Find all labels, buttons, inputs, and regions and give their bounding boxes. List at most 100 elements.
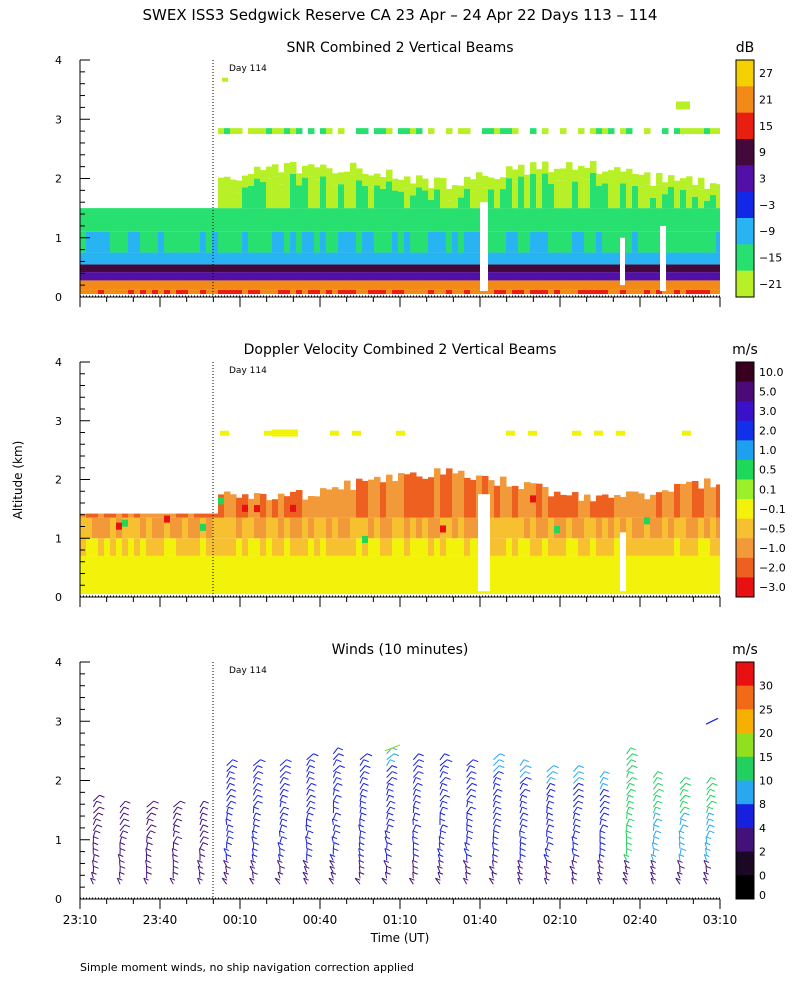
snr-cell bbox=[584, 208, 591, 232]
wind-barb bbox=[626, 789, 632, 796]
snr-cell bbox=[656, 264, 663, 273]
wind-barb-feather bbox=[202, 824, 209, 828]
colorbar-label: 15 bbox=[759, 120, 773, 133]
wind-barb-feather bbox=[415, 824, 422, 828]
velocity-cell bbox=[590, 538, 597, 556]
snr-cell bbox=[356, 280, 363, 290]
snr-cell bbox=[608, 280, 615, 290]
wind-barb-feather bbox=[495, 800, 501, 804]
snr-cell bbox=[452, 208, 459, 232]
snr-cell bbox=[548, 184, 555, 209]
wind-barb bbox=[412, 872, 414, 879]
wind-barb-feather bbox=[437, 848, 443, 852]
wind-barb bbox=[329, 866, 334, 873]
wind-barb-feather bbox=[571, 859, 578, 863]
velocity-cell bbox=[344, 538, 351, 556]
wind-barb bbox=[277, 842, 281, 849]
velocity-cell bbox=[362, 535, 368, 543]
velocity-cell bbox=[368, 479, 375, 518]
snr-cell bbox=[488, 264, 495, 273]
snr-cell bbox=[662, 128, 669, 135]
snr-cell bbox=[620, 171, 627, 184]
snr-cell bbox=[356, 264, 363, 273]
wind-barb bbox=[488, 877, 494, 885]
wind-barb bbox=[359, 812, 362, 820]
velocity-cell bbox=[92, 513, 99, 518]
snr-cell bbox=[536, 289, 543, 295]
wind-barb-feather bbox=[709, 788, 716, 792]
wind-barb-feather bbox=[521, 806, 528, 810]
snr-cell bbox=[476, 272, 483, 281]
wind-barb-feather bbox=[257, 771, 264, 775]
snr-cell bbox=[710, 289, 717, 295]
wind-barb bbox=[517, 878, 521, 885]
wind-barb bbox=[118, 872, 121, 879]
wind-barb bbox=[412, 771, 419, 778]
snr-cell bbox=[332, 252, 339, 265]
snr-cell bbox=[320, 128, 327, 135]
snr-cell bbox=[464, 264, 471, 273]
snr-cell bbox=[458, 252, 465, 265]
velocity-cell bbox=[122, 555, 129, 595]
velocity-cell bbox=[152, 555, 159, 595]
snr-cell bbox=[392, 272, 399, 281]
wind-barb-feather bbox=[202, 842, 209, 846]
snr-cell bbox=[530, 231, 537, 253]
snr-cell bbox=[326, 208, 333, 232]
velocity-cell bbox=[590, 555, 597, 595]
wind-barb bbox=[199, 842, 204, 849]
snr-cell bbox=[296, 264, 303, 273]
snr-cell bbox=[200, 252, 207, 265]
snr-cell bbox=[86, 289, 93, 295]
velocity-cell bbox=[220, 430, 229, 436]
snr-cell bbox=[704, 200, 711, 209]
snr-cell bbox=[116, 264, 123, 273]
snr-cell bbox=[110, 252, 117, 265]
wind-barb-feather bbox=[489, 877, 495, 881]
velocity-cell bbox=[188, 517, 195, 539]
wind-barb bbox=[626, 747, 632, 755]
velocity-cell bbox=[152, 513, 159, 518]
colorbar-segment bbox=[736, 420, 754, 441]
snr-cell bbox=[254, 231, 261, 253]
velocity-cell bbox=[206, 513, 213, 518]
snr-cell bbox=[614, 280, 621, 290]
snr-cell bbox=[92, 272, 99, 281]
snr-cell bbox=[632, 252, 639, 265]
snr-cell bbox=[86, 272, 93, 281]
velocity-cell bbox=[428, 517, 435, 539]
snr-cell bbox=[434, 264, 441, 273]
wind-barb-feather bbox=[305, 836, 311, 840]
velocity-cell bbox=[362, 555, 369, 595]
wind-barb-feather bbox=[331, 836, 338, 840]
velocity-cell bbox=[620, 517, 627, 539]
wind-barb-feather bbox=[333, 842, 340, 846]
snr-cell bbox=[308, 272, 315, 281]
snr-cell bbox=[578, 231, 585, 253]
snr-cell bbox=[626, 280, 633, 290]
wind-barb bbox=[386, 765, 393, 772]
wind-barb-feather bbox=[574, 854, 580, 857]
snr-cell bbox=[416, 264, 423, 273]
snr-cell bbox=[416, 187, 423, 209]
snr-cell bbox=[92, 280, 99, 290]
snr-cell bbox=[404, 280, 411, 290]
snr-cell bbox=[686, 272, 693, 281]
snr-gap bbox=[620, 237, 625, 286]
colorbar-label: 8 bbox=[759, 798, 766, 811]
wind-barb-feather bbox=[311, 782, 317, 786]
snr-cell bbox=[572, 280, 579, 290]
snr-cell bbox=[632, 208, 639, 232]
wind-barb-feather bbox=[96, 800, 102, 804]
snr-cell bbox=[548, 231, 555, 253]
snr-cell bbox=[308, 164, 315, 177]
snr-cell bbox=[398, 280, 405, 290]
wind-barb-feather bbox=[703, 859, 710, 863]
snr-cell bbox=[560, 252, 567, 265]
wind-barb bbox=[386, 771, 393, 778]
wind-barb-feather bbox=[571, 836, 578, 840]
wind-barb bbox=[253, 759, 261, 767]
snr-cell bbox=[452, 252, 459, 265]
